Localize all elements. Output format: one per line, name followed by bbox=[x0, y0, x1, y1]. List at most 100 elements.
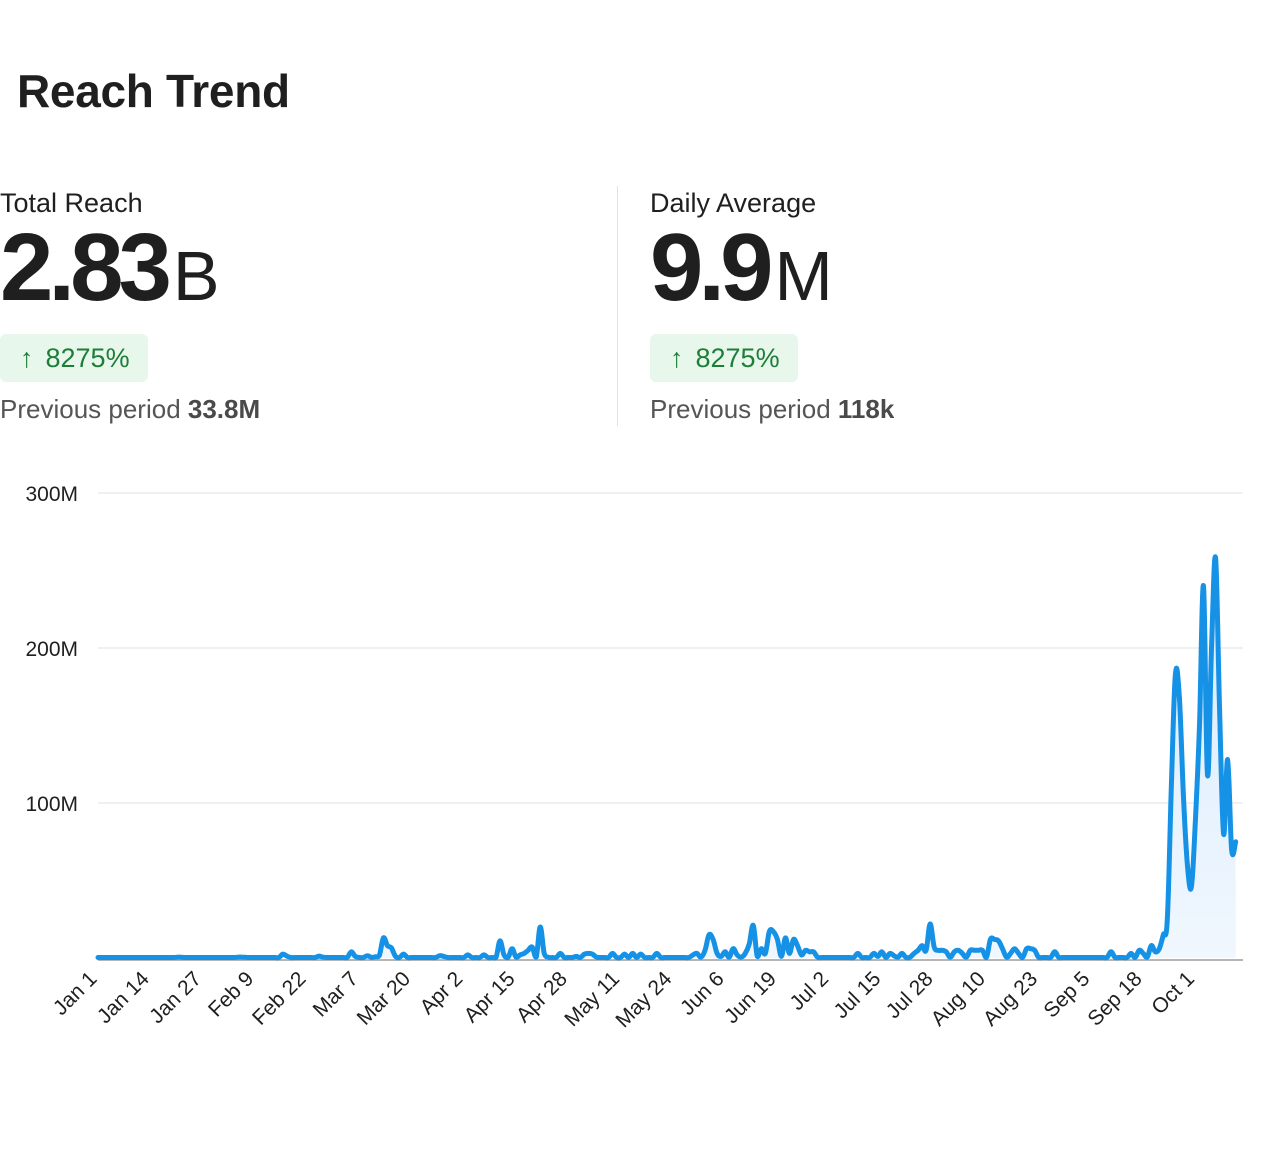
data-point bbox=[731, 947, 735, 951]
data-point bbox=[281, 952, 285, 956]
x-tick-label: Oct 1 bbox=[1147, 967, 1199, 1019]
data-point bbox=[743, 951, 747, 955]
x-tick-label: Jul 15 bbox=[830, 967, 886, 1023]
data-point bbox=[365, 954, 369, 958]
x-tick-label: Aug 23 bbox=[979, 967, 1042, 1030]
data-point bbox=[968, 948, 972, 952]
data-point bbox=[619, 956, 623, 960]
data-point bbox=[337, 956, 341, 960]
data-point bbox=[1169, 786, 1173, 790]
data-point bbox=[128, 956, 132, 960]
data-point bbox=[611, 951, 615, 955]
data-point bbox=[956, 948, 960, 952]
data-point bbox=[289, 956, 293, 960]
data-point bbox=[140, 956, 144, 960]
data-point bbox=[558, 951, 562, 955]
data-point bbox=[1093, 956, 1097, 960]
data-point bbox=[635, 956, 639, 960]
data-point bbox=[566, 956, 570, 960]
data-point bbox=[148, 956, 152, 960]
stat-value: 9.9M bbox=[650, 220, 894, 316]
change-badge: ↑ 8275% bbox=[650, 334, 798, 382]
data-point bbox=[257, 956, 261, 960]
data-point bbox=[486, 956, 490, 960]
data-point bbox=[820, 956, 824, 960]
data-point bbox=[832, 956, 836, 960]
data-point bbox=[691, 953, 695, 957]
previous-value: 33.8M bbox=[187, 394, 261, 424]
data-point bbox=[1161, 933, 1165, 937]
data-point bbox=[253, 956, 257, 960]
data-point bbox=[249, 956, 253, 960]
data-point bbox=[305, 956, 309, 960]
data-point bbox=[466, 953, 470, 957]
stat-label: Daily Average bbox=[650, 188, 817, 218]
data-point bbox=[1073, 956, 1077, 960]
data-point bbox=[341, 956, 345, 960]
data-point bbox=[1089, 956, 1093, 960]
data-point bbox=[655, 951, 659, 955]
stats-divider bbox=[617, 186, 618, 426]
data-point bbox=[390, 946, 394, 950]
data-point bbox=[916, 948, 920, 952]
data-point bbox=[715, 951, 719, 955]
data-point bbox=[1214, 556, 1218, 560]
data-point bbox=[522, 951, 526, 955]
data-point bbox=[1173, 672, 1177, 676]
data-point bbox=[176, 955, 180, 959]
stat-unit: B bbox=[172, 237, 220, 315]
data-point bbox=[241, 955, 245, 959]
data-point bbox=[578, 956, 582, 960]
data-point bbox=[269, 956, 273, 960]
data-point bbox=[518, 953, 522, 957]
data-point bbox=[313, 956, 317, 960]
data-point bbox=[631, 951, 635, 955]
data-point bbox=[647, 956, 651, 960]
data-point bbox=[554, 956, 558, 960]
data-point bbox=[1037, 956, 1041, 960]
data-point bbox=[880, 950, 884, 954]
x-tick-label: Jan 27 bbox=[145, 967, 206, 1028]
data-point bbox=[1085, 956, 1089, 960]
data-point bbox=[675, 956, 679, 960]
data-point bbox=[217, 956, 221, 960]
data-point bbox=[603, 956, 607, 960]
data-point bbox=[828, 956, 832, 960]
data-point bbox=[639, 952, 643, 956]
data-point bbox=[273, 956, 277, 960]
data-point bbox=[1065, 956, 1069, 960]
data-point bbox=[506, 956, 510, 960]
data-point bbox=[627, 956, 631, 960]
data-point bbox=[434, 956, 438, 960]
data-point bbox=[104, 956, 108, 960]
data-point bbox=[1222, 832, 1226, 836]
data-point bbox=[534, 955, 538, 959]
reach-area bbox=[98, 556, 1236, 958]
data-point bbox=[345, 956, 349, 960]
x-tick-label: Sep 18 bbox=[1083, 967, 1146, 1030]
data-point bbox=[542, 951, 546, 955]
x-tick-label: Feb 22 bbox=[248, 967, 311, 1030]
data-point bbox=[446, 956, 450, 960]
data-point bbox=[574, 954, 578, 958]
data-point bbox=[997, 939, 1001, 943]
data-point bbox=[357, 956, 361, 960]
data-point bbox=[120, 956, 124, 960]
data-point bbox=[160, 956, 164, 960]
x-tick-label: May 11 bbox=[560, 967, 624, 1031]
data-point bbox=[1045, 956, 1049, 960]
data-point bbox=[1029, 947, 1033, 951]
data-point bbox=[1069, 956, 1073, 960]
data-point bbox=[164, 956, 168, 960]
data-point bbox=[1061, 956, 1065, 960]
data-point bbox=[530, 945, 534, 949]
data-point bbox=[144, 956, 148, 960]
data-point bbox=[952, 950, 956, 954]
data-point bbox=[116, 956, 120, 960]
data-point bbox=[723, 950, 727, 954]
data-point bbox=[514, 955, 518, 959]
data-point bbox=[197, 956, 201, 960]
data-point bbox=[872, 951, 876, 955]
data-point bbox=[771, 930, 775, 934]
data-point bbox=[1177, 696, 1181, 700]
